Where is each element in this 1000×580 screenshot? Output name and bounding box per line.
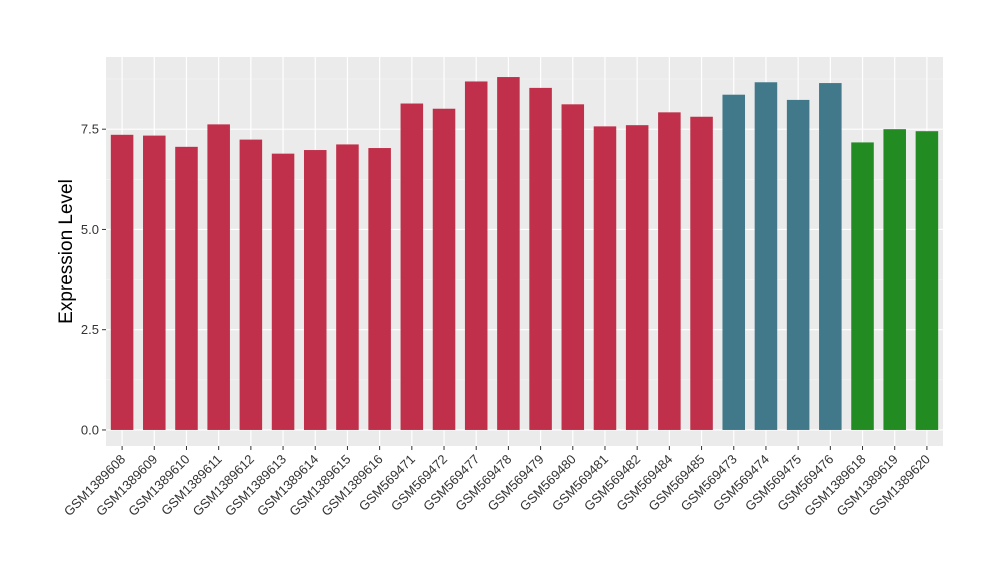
bar-GSM569477 <box>464 81 488 430</box>
y-tick-label: 0.0 <box>81 422 99 437</box>
bar-GSM569478 <box>497 77 520 430</box>
bar-GSM1389613 <box>271 153 295 430</box>
bar-GSM569480 <box>561 104 585 430</box>
bar-GSM1389619 <box>883 129 906 430</box>
bars <box>110 77 939 430</box>
bar-GSM569479 <box>529 87 552 430</box>
x-axis: GSM1389608GSM1389609GSM1389610GSM1389611… <box>61 446 933 519</box>
bar-GSM569475 <box>786 99 810 430</box>
bar-GSM569485 <box>690 116 713 430</box>
bar-GSM1389610 <box>175 146 198 430</box>
bar-GSM1389611 <box>207 124 230 430</box>
bar-GSM569482 <box>625 125 649 430</box>
y-tick-label: 5.0 <box>81 222 99 237</box>
bar-GSM1389609 <box>143 135 166 430</box>
bar-GSM569472 <box>432 108 456 430</box>
bar-GSM569484 <box>658 112 681 430</box>
bar-GSM1389608 <box>110 134 134 430</box>
y-tick-label: 2.5 <box>81 322 99 337</box>
bar-GSM1389618 <box>851 142 874 430</box>
bar-GSM569481 <box>593 126 617 430</box>
bar-GSM1389616 <box>368 148 391 430</box>
bar-GSM569473 <box>722 94 746 430</box>
bar-GSM1389615 <box>336 144 359 430</box>
y-axis: 0.0 2.5 5.0 7.5 <box>81 122 106 437</box>
bar-GSM1389620 <box>915 131 939 430</box>
plot-background <box>106 57 943 446</box>
bar-GSM1389614 <box>303 150 327 430</box>
bar-GSM569471 <box>400 103 424 430</box>
y-tick-label: 7.5 <box>81 122 99 137</box>
bar-GSM569476 <box>819 83 842 430</box>
bar-GSM1389612 <box>239 139 263 430</box>
y-axis-title: Expression Level <box>56 179 77 324</box>
bar-GSM569474 <box>754 82 778 430</box>
